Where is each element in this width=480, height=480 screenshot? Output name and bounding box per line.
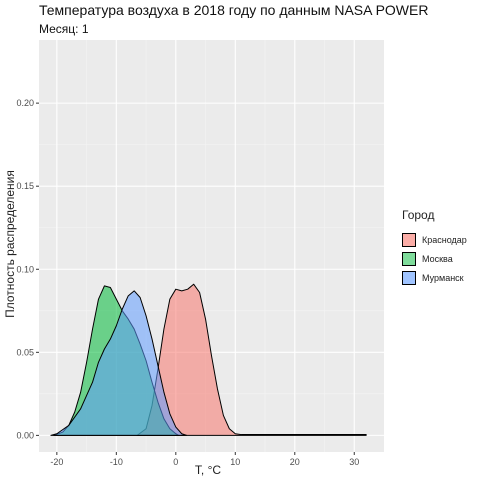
y-tick-label: 0.15 [16,181,34,191]
y-tick-label: 0.10 [16,264,34,274]
x-axis-label: T, °C [194,463,222,477]
x-tick-label: 0 [173,457,178,467]
legend: Город Краснодар Москва Мурманск [402,208,467,287]
legend-item-murmansk: Мурманск [402,268,467,287]
x-tick-label: 30 [349,457,359,467]
y-axis-label: Плотность распределения [3,170,17,318]
y-tick-label: 0.20 [16,98,34,108]
chart-title: Температура воздуха в 2018 году по данны… [39,2,429,18]
legend-label-moskva: Москва [422,253,453,264]
y-axis-ticks: 0.00 0.05 0.10 0.15 0.20 [16,98,39,440]
legend-key-murmansk [402,270,416,285]
legend-item-krasnodar: Краснодар [402,230,467,249]
chart-subtitle: Месяц: 1 [39,22,89,36]
density-area-krasnodar [136,283,367,436]
y-tick-label: 0.05 [16,347,34,357]
x-axis-ticks: -20 -10 0 10 20 30 [50,452,359,467]
density-area-murmansk [50,290,188,436]
density-areas [50,283,367,436]
legend-key-moskva [402,251,416,266]
x-tick-label: 20 [290,457,300,467]
legend-label-murmansk: Мурманск [422,272,464,283]
x-tick-label: -10 [110,457,123,467]
y-tick-label: 0.00 [16,430,34,440]
legend-label-krasnodar: Краснодар [422,234,467,245]
x-tick-label: -20 [50,457,63,467]
x-tick-label: 10 [230,457,240,467]
legend-item-moskva: Москва [402,249,467,268]
legend-title: Город [402,208,435,222]
legend-key-krasnodar [402,232,416,247]
